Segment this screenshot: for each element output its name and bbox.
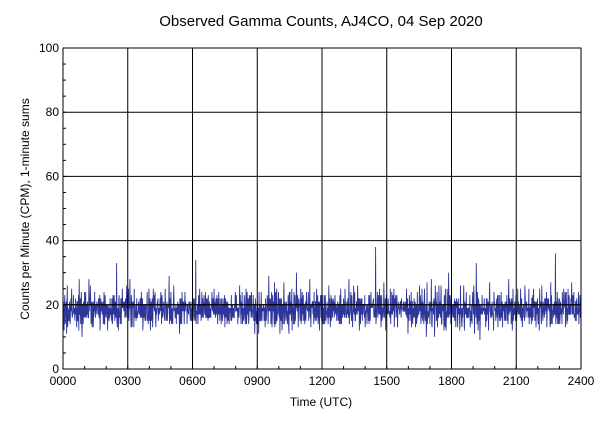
y-tick-label: 100 <box>39 41 59 55</box>
x-tick-label: 0300 <box>114 374 141 388</box>
y-tick-label: 40 <box>46 234 60 248</box>
x-tick-label: 1800 <box>438 374 465 388</box>
x-tick-label: 1200 <box>309 374 336 388</box>
x-axis-label: Time (UTC) <box>290 395 352 409</box>
y-tick-label: 80 <box>46 105 60 119</box>
x-tick-label: 0000 <box>50 374 77 388</box>
x-tick-label: 2100 <box>503 374 530 388</box>
x-tick-label: 0600 <box>179 374 206 388</box>
plot-frame <box>62 47 582 370</box>
x-tick-label: 2400 <box>568 374 595 388</box>
x-tick-label: 1500 <box>373 374 400 388</box>
y-tick-label: 0 <box>52 362 59 376</box>
y-axis-label: Counts per Minute (CPM), 1-minute sums <box>18 98 32 319</box>
plot-area: 0000 0300 0600 0900 1200 1500 1800 2100 2400 0 20 4… <box>39 41 595 388</box>
y-tick-label: 20 <box>46 298 60 312</box>
chart-title: Observed Gamma Counts, AJ4CO, 04 Sep 202… <box>159 13 483 30</box>
y-tick-label: 60 <box>46 169 60 183</box>
x-tick-label: 0900 <box>244 374 271 388</box>
